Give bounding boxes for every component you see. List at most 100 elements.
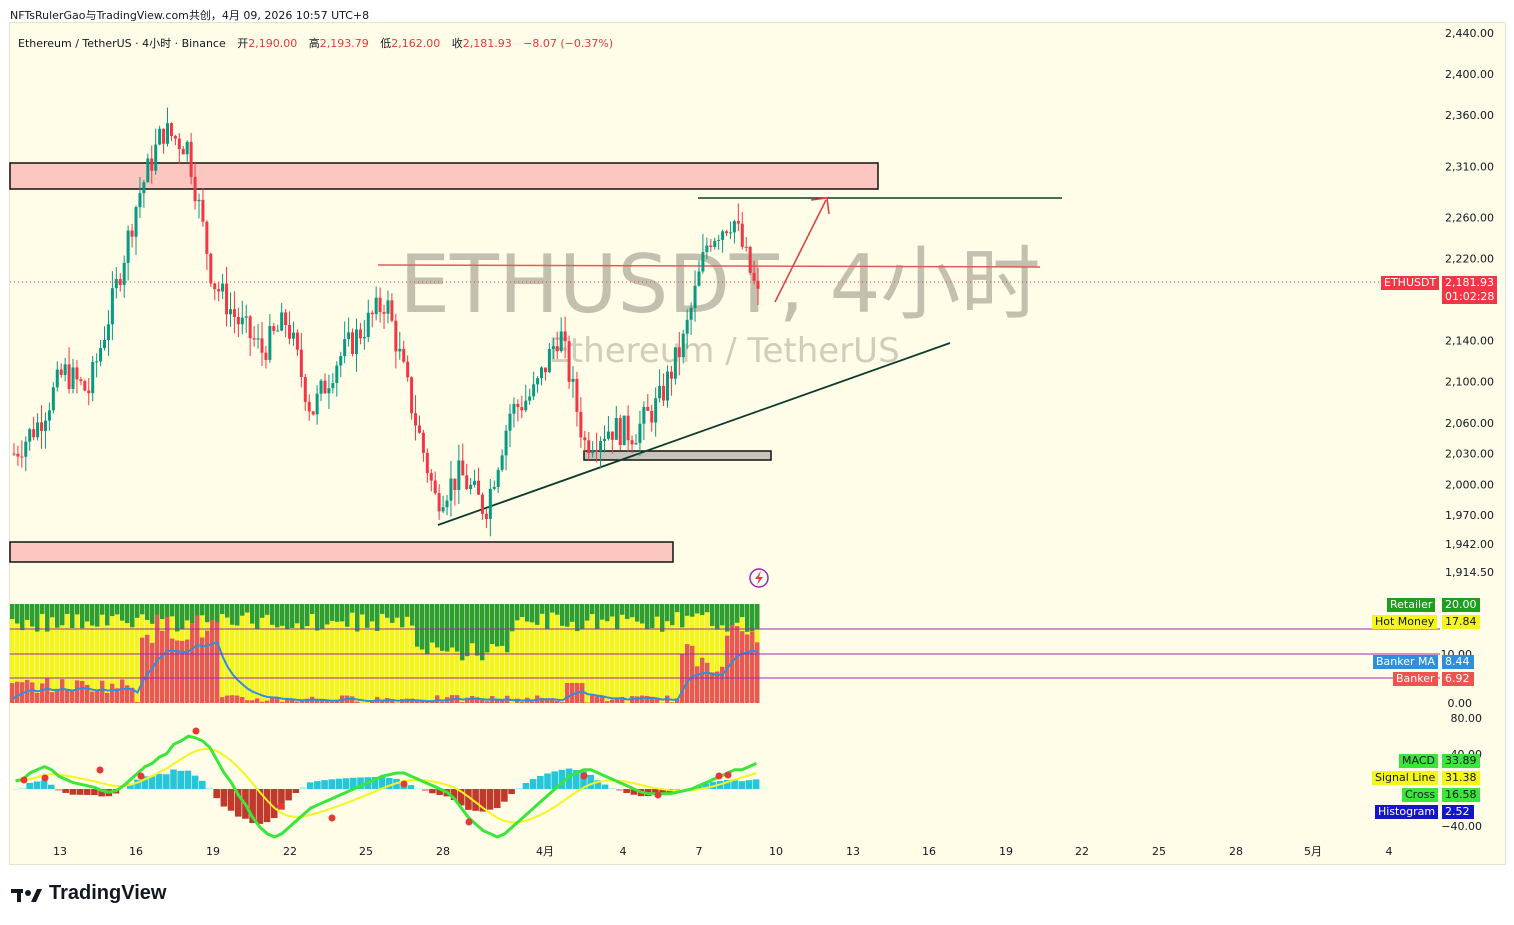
histogram-bar (357, 777, 364, 789)
candle-body (559, 331, 563, 352)
histogram-bar (508, 789, 515, 795)
candle-body (63, 364, 67, 375)
retailer-bar (735, 604, 740, 623)
legend-change: −8.07 (−0.37%) (523, 37, 614, 50)
support-zone[interactable] (9, 541, 674, 563)
candle-body (122, 262, 126, 286)
candle-body (654, 398, 658, 423)
histogram-bar (91, 789, 98, 796)
banker-bar (475, 697, 480, 703)
candle-body (12, 453, 16, 455)
histogram-bar (184, 770, 192, 789)
time-tick-label: 16 (922, 845, 936, 858)
tradingview-icon (11, 886, 43, 902)
time-tick-label: 10 (769, 845, 783, 858)
retailer-bar (490, 604, 495, 645)
retailer-bar (165, 604, 170, 626)
banker-bar (215, 622, 220, 703)
last-price-badge[interactable]: 2,181.93 (1442, 276, 1497, 290)
retailer-bar (690, 604, 695, 617)
candle-body (71, 367, 75, 389)
symbol-badge[interactable]: ETHUSDT (1381, 276, 1440, 290)
histogram-bar (62, 789, 69, 793)
candle-body (225, 283, 229, 315)
cross-marker (137, 772, 145, 780)
histogram-bar (414, 788, 422, 789)
candle-body (701, 252, 705, 272)
retailer-bar (435, 604, 440, 648)
histogram-bar (234, 789, 242, 817)
banker-bar (95, 690, 100, 703)
time-axis[interactable]: 13 16 19 22 25 28 4月 4 7 10 13 16 19 22 25 28 5月 4 (53, 845, 1393, 858)
banker-bar (75, 680, 80, 703)
candle-body (618, 418, 622, 445)
candle-body (284, 312, 288, 326)
retailer-bar (195, 604, 200, 621)
banker-bar (80, 680, 85, 703)
candle-body (536, 378, 540, 385)
tradingview-logo[interactable]: TradingView (11, 882, 166, 905)
lightning-icon[interactable] (749, 568, 769, 588)
banker-bar (650, 696, 655, 703)
histogram-bar (378, 776, 386, 789)
candle-body (103, 340, 107, 349)
histogram-bar (450, 789, 458, 800)
banker-bar (10, 683, 15, 703)
price-axis[interactable]: 2,440.00 2,400.00 2,360.00 2,310.00 2,260.00… (1445, 27, 1494, 579)
histogram-bar (350, 777, 357, 789)
retailer-bar (695, 604, 700, 614)
retailer-bar (175, 604, 180, 632)
time-tick-label: 4 (1386, 845, 1393, 858)
histogram-bar (745, 780, 753, 789)
retailer-bar (390, 604, 395, 623)
cross-marker (96, 766, 104, 774)
time-tick-label: 19 (999, 845, 1013, 858)
retailer-bar (555, 604, 560, 615)
candle-body (583, 437, 587, 441)
price-tick-label: 1,970.00 (1445, 509, 1494, 522)
retailer-bar (440, 604, 445, 651)
histogram-bar (40, 780, 48, 789)
legend-low-label: 低 (380, 37, 392, 50)
cross-marker (192, 727, 200, 735)
candle-body (717, 239, 721, 241)
candle-body (197, 199, 201, 202)
candle-body (725, 231, 729, 234)
banker-bar (105, 692, 110, 703)
banker-label: Banker (1393, 672, 1438, 686)
banker-bar (120, 679, 125, 703)
retailer-bar (75, 604, 80, 615)
candle-body (272, 326, 276, 331)
price-tick-label: 1,942.00 (1445, 538, 1494, 551)
candle-body (642, 406, 646, 424)
projection-arrow[interactable] (774, 199, 827, 303)
retailer-bar (525, 604, 530, 622)
retailer-bar (515, 604, 520, 621)
retailer-bar (50, 604, 55, 618)
retailer-bar (685, 604, 690, 616)
retailer-bar (135, 604, 140, 618)
candle-body (614, 418, 618, 440)
retailer-bar (120, 604, 125, 621)
banker-bar (720, 666, 725, 703)
banker-bar (325, 700, 330, 703)
small-support-zone[interactable] (583, 450, 772, 461)
banker-bar (695, 666, 700, 703)
retailer-bar (105, 604, 110, 626)
time-tick-label: 28 (436, 845, 450, 858)
retailer-bar (710, 604, 715, 626)
banker-bar (565, 683, 570, 703)
ascending-trendline[interactable] (437, 342, 951, 526)
banker-bar (15, 681, 20, 703)
retailer-bar (540, 604, 545, 614)
countdown-badge: 01:02:28 (1442, 290, 1497, 304)
cross-marker (465, 818, 473, 826)
price-tick-label: 2,440.00 (1445, 27, 1494, 40)
histogram-bar (69, 789, 77, 795)
horizontal-pivot-line[interactable] (377, 264, 1041, 268)
retailer-bar (460, 604, 465, 661)
retailer-bar (535, 604, 540, 625)
retailer-bar (40, 604, 45, 614)
retailer-bar (230, 604, 235, 625)
